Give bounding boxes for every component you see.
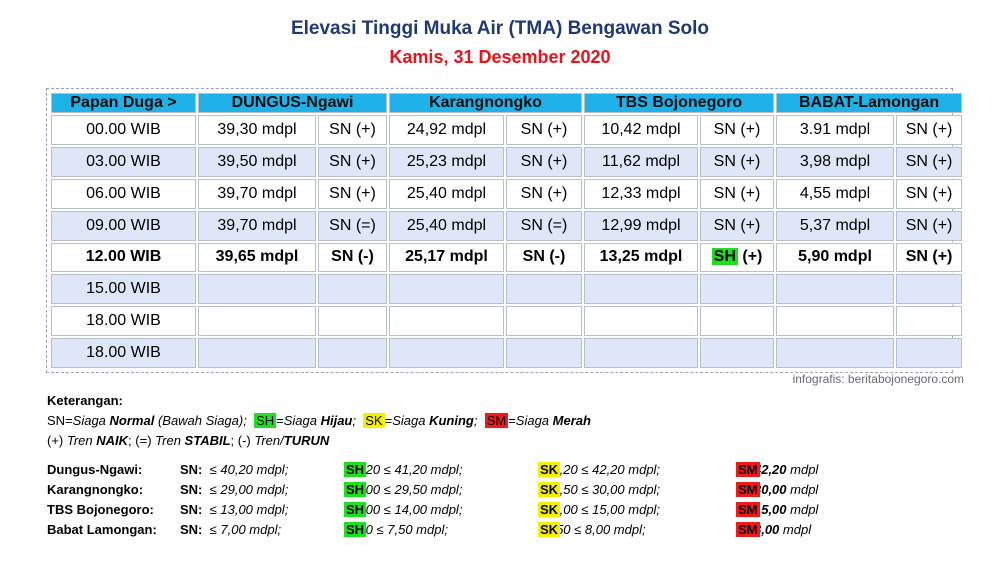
row-time: 12.00 WIB [51,242,196,273]
sh-badge: SH [344,522,367,537]
table-row: 15.00 WIB [51,274,963,305]
table-row: 03.00 WIB 39,50 mdpl SN (+) 25,23 mdpl S… [51,146,963,177]
status-babat: SN (+) [896,242,963,273]
status-bojonegoro: SH (+) [700,242,775,273]
sh-badge: SH [344,462,367,477]
status-karangnongko: SN (=) [506,210,583,241]
credit-text: infografis: beritabojonegoro.com [792,372,964,386]
sk-badge: SK [538,522,561,537]
station-name: Karangnongko: [47,482,144,497]
level-bojonegoro: 11,62 mdpl [584,146,699,177]
status-dungus: SN (+) [318,178,387,209]
page-date: Kamis, 31 Desember 2020 [389,47,611,67]
header-karangnongko: Karangnongko [389,93,583,113]
status-karangnongko: SN (+) [506,146,583,177]
header-tbs-bojonegoro: TBS Bojonegoro [584,93,775,113]
level-babat: 5,90 mdpl [776,242,895,273]
level-karangnongko: 25,40 mdpl [389,210,504,241]
level-bojonegoro: 13,25 mdpl [584,242,699,273]
row-time: 15.00 WIB [51,274,196,305]
row-time: 09.00 WIB [51,210,196,241]
header-babat-lamongan: BABAT-Lamongan [776,93,963,113]
table-header-row: Papan Duga > DUNGUS-Ngawi Karangnongko T… [51,93,963,113]
status-babat: SN (+) [896,146,963,177]
level-dungus: 39,30 mdpl [198,115,316,145]
level-babat: 5,37 mdpl [776,210,895,241]
sk-badge: SK [363,413,385,428]
level-bojonegoro: 10,42 mdpl [584,115,699,145]
water-level-table: Papan Duga > DUNGUS-Ngawi Karangnongko T… [49,91,964,370]
status-bojonegoro: SN (+) [700,178,775,209]
status-babat: SN (+) [896,178,963,209]
table-row: 06.00 WIB 39,70 mdpl SN (+) 25,40 mdpl S… [51,178,963,209]
level-karangnongko: 25,40 mdpl [389,178,504,209]
level-bojonegoro: 12,33 mdpl [584,178,699,209]
status-karangnongko: SN (+) [506,115,583,145]
row-time: 03.00 WIB [51,146,196,177]
table-row: 18.00 WIB [51,306,963,337]
sm-badge: SM [736,522,760,537]
sm-badge: SM [736,482,760,497]
water-level-table-container: Papan Duga > DUNGUS-Ngawi Karangnongko T… [46,88,963,373]
table-row: 18.00 WIB [51,338,963,368]
legend-trend-line: (+) Tren NAIK; (=) Tren STABIL; (-) Tren… [47,433,330,448]
status-dungus: SN (+) [318,115,387,145]
level-babat: 3,98 mdpl [776,146,895,177]
level-dungus: 39,65 mdpl [198,242,316,273]
station-name: Babat Lamongan: [47,522,157,537]
level-dungus: 39,50 mdpl [198,146,316,177]
level-babat: 4,55 mdpl [776,178,895,209]
status-karangnongko: SN (+) [506,178,583,209]
sm-badge: SM [484,413,509,428]
status-babat: SN (+) [896,210,963,241]
row-time: 18.00 WIB [51,306,196,337]
table-row-current: 12.00 WIB 39,65 mdpl SN (-) 25,17 mdpl S… [51,242,963,273]
legend-status-line: SN=Siaga Normal (Bawah Siaga); SH =Siaga … [47,413,591,428]
sm-badge: SM [736,462,760,477]
header-papan-duga: Papan Duga > [51,93,196,113]
sh-badge: SH [254,413,277,428]
header-dungus-ngawi: DUNGUS-Ngawi [198,93,387,113]
row-time: 18.00 WIB [51,338,196,368]
status-dungus: SN (-) [318,242,387,273]
status-bojonegoro: SN (+) [700,115,775,145]
legend: Keterangan: SN=Siaga Normal (Bawah Siaga… [47,391,591,451]
table-row: 00.00 WIB 39,30 mdpl SN (+) 24,92 mdpl S… [51,115,963,145]
status-dungus: SN (=) [318,210,387,241]
level-dungus: 39,70 mdpl [198,178,316,209]
status-bojonegoro: SN (+) [700,210,775,241]
station-name: Dungus-Ngawi: [47,462,143,477]
sk-badge: SK [538,462,561,477]
station-name: TBS Bojonegoro: [47,502,154,517]
trend-indicator: (+) [742,248,763,266]
status-bojonegoro: SN (+) [700,146,775,177]
level-karangnongko: 25,23 mdpl [389,146,504,177]
level-bojonegoro: 12,99 mdpl [584,210,699,241]
level-babat: 3.91 mdpl [776,115,895,145]
sh-badge: SH [344,502,367,517]
status-karangnongko: SN (-) [506,242,583,273]
status-dungus: SN (+) [318,146,387,177]
row-time: 06.00 WIB [51,178,196,209]
sh-badge: SH [344,482,367,497]
sk-badge: SK [538,482,561,497]
legend-heading: Keterangan: [47,393,123,408]
level-dungus: 39,70 mdpl [198,210,316,241]
row-time: 00.00 WIB [51,115,196,145]
sm-badge: SM [736,502,760,517]
page-title: Elevasi Tinggi Muka Air (TMA) Bengawan S… [290,18,710,39]
level-karangnongko: 24,92 mdpl [389,115,504,145]
level-karangnongko: 25,17 mdpl [389,242,504,273]
sh-badge: SH [711,248,738,266]
sk-badge: SK [538,502,561,517]
table-row: 09.00 WIB 39,70 mdpl SN (=) 25,40 mdpl S… [51,210,963,241]
status-babat: SN (+) [896,115,963,145]
